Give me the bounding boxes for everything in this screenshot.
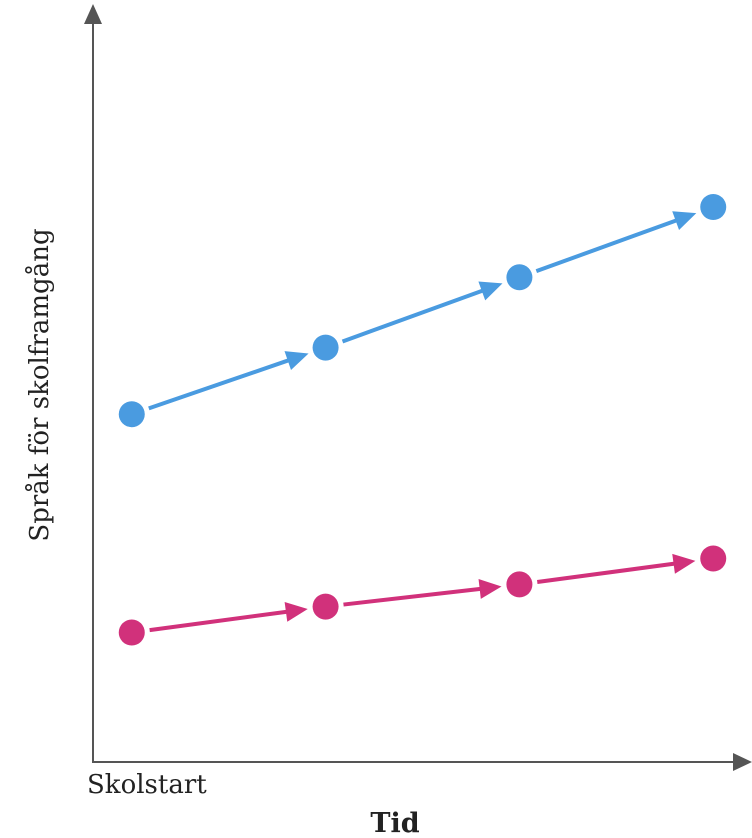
series-1-point-1 [118, 401, 145, 428]
series-2-point-2 [312, 593, 339, 620]
series-1-arrowhead-1 [284, 351, 309, 371]
series-1-point-4 [700, 194, 727, 220]
series-1-arrow-2 [341, 288, 485, 344]
x-axis-arrow-icon [733, 753, 752, 771]
series-2-point-4 [700, 545, 727, 572]
series-2-point-1 [118, 619, 145, 646]
series-1-point-2 [312, 334, 339, 361]
series-2 [118, 545, 727, 646]
y-axis-arrow-icon [84, 4, 102, 24]
series-2-arrow-1 [149, 609, 289, 633]
x-axis-label: Tid [370, 808, 419, 838]
series-1-arrow-3 [535, 218, 679, 274]
series-2-arrowhead-3 [672, 553, 696, 574]
series-1 [118, 194, 727, 428]
series-1-arrowhead-2 [478, 281, 503, 301]
axes [84, 4, 752, 771]
series-2-point-3 [506, 571, 533, 598]
series-2-arrowhead-2 [478, 579, 502, 599]
series-1-point-3 [506, 264, 533, 291]
series-2-arrowhead-1 [284, 601, 308, 622]
series-1-arrowhead-3 [672, 211, 697, 231]
series-layer [118, 194, 727, 646]
series-2-arrow-2 [343, 586, 482, 607]
series-2-arrow-3 [536, 561, 676, 584]
x-axis-start-label: Skolstart [87, 770, 207, 800]
series-1-arrow-1 [148, 358, 291, 411]
y-axis-label: Språk för skolframgång [24, 228, 55, 541]
